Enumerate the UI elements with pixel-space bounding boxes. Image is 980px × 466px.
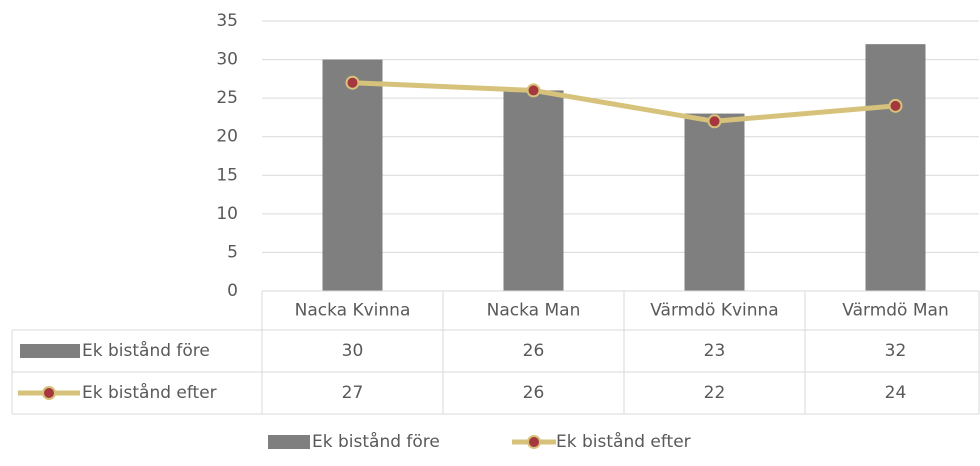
table-cell: 27 [342,383,364,403]
legend-label: Ek bistånd före [312,431,440,452]
y-tick-label: 10 [216,204,238,224]
table-row-header: Ek bistånd efter [82,382,217,403]
y-tick-label: 35 [216,11,238,31]
y-tick-label: 15 [216,165,238,185]
bar [684,113,745,291]
bar [865,44,926,292]
table-cell: 26 [523,383,545,403]
x-tick-label: Värmdö Kvinna [650,301,778,321]
legend-key [268,435,310,449]
y-tick-label: 5 [227,242,238,262]
legend-key [42,386,56,400]
legend-label: Ek bistånd efter [556,431,691,452]
bar [322,59,383,292]
line [352,80,896,124]
table-cell: 32 [885,341,907,361]
table-cell: 26 [523,341,545,361]
table-cell: 30 [342,341,364,361]
legend-key [20,344,80,358]
legend-key [527,435,541,449]
x-tick-label: Nacka Kvinna [295,301,411,321]
table-cell: 22 [704,383,726,403]
marker [526,83,541,98]
table-cell: 23 [704,341,726,361]
y-tick-label: 25 [216,88,238,108]
x-tick-label: Nacka Man [487,301,581,321]
table-row-header: Ek bistånd före [82,340,210,361]
marker [888,98,903,113]
table-cell: 24 [885,383,907,403]
y-tick-label: 30 [216,50,238,70]
bar [503,90,564,291]
x-tick-label: Värmdö Man [842,301,948,321]
y-tick-label: 20 [216,127,238,147]
marker [345,75,360,90]
y-tick-label: 0 [227,281,238,301]
marker [707,114,722,129]
